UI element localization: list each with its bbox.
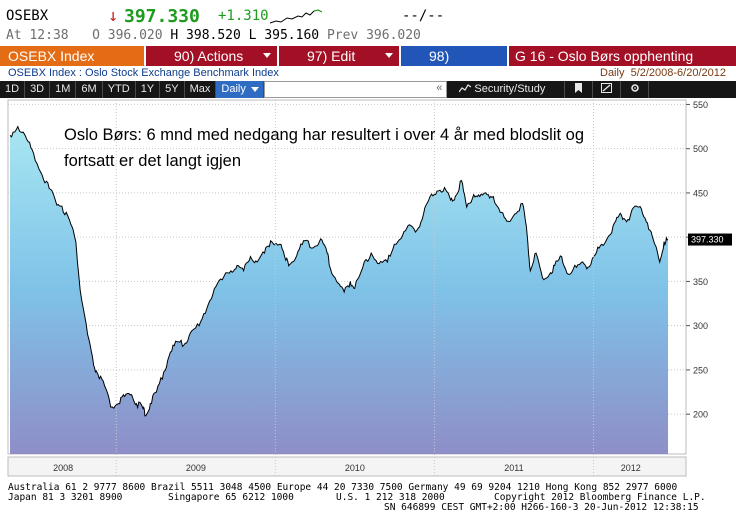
security-field[interactable]: OSEBX Index	[0, 46, 146, 66]
date-range: 5/2/2008-6/20/2012	[630, 67, 726, 79]
footer-copyright: Copyright 2012 Bloomberg Finance L.P.	[494, 492, 706, 503]
chart-annotation-line-2: fortsatt er det langt igjen	[64, 152, 241, 170]
actions-number: 90	[174, 48, 190, 64]
low-price: L 395.160	[248, 28, 320, 43]
price-line	[9, 125, 669, 417]
security-description: OSEBX Index : Oslo Stock Exchange Benchm…	[8, 67, 279, 79]
range-1m-button[interactable]: 1M	[50, 81, 77, 98]
bookmark-icon	[575, 83, 583, 93]
subheader: OSEBX Index : Oslo Stock Exchange Benchm…	[0, 66, 736, 80]
x-tick-label: 2009	[186, 463, 206, 473]
footer-singapore: Singapore 65 6212 1000	[168, 492, 294, 503]
range-5y-button[interactable]: 5Y	[160, 81, 185, 98]
edit-label: Edit	[331, 48, 356, 64]
actions-button[interactable]: 90) Actions	[146, 46, 279, 66]
edit-icon	[601, 83, 613, 93]
last-price: 397.330	[124, 6, 200, 27]
date-input[interactable]: «	[264, 81, 448, 98]
y-tick-label: 200	[693, 410, 708, 420]
quote-time: 12:38	[29, 28, 69, 43]
feedback-label: Feedback	[429, 64, 491, 80]
periodicity: Daily	[600, 67, 625, 79]
time-label: At	[6, 28, 22, 43]
footer-japan: Japan 81 3 3201 8900	[8, 492, 123, 503]
open-price: O 396.020	[92, 28, 163, 43]
command-bar: OSEBX Index 90) Actions 97) Edit 98) Fee…	[0, 46, 736, 80]
chevron-down-icon	[385, 53, 393, 58]
edit-chart-button[interactable]	[593, 81, 622, 98]
footer-contacts-line: Australia 61 2 9777 8600 Brazil 5511 304…	[8, 482, 678, 493]
last-value-label: 397.330	[691, 235, 724, 245]
footer-us: U.S. 1 212 318 2000	[336, 492, 445, 503]
bookmark-button[interactable]	[565, 81, 594, 98]
range-1y-button[interactable]: 1Y	[136, 81, 161, 98]
y-tick-label: 300	[693, 321, 708, 331]
chart-annotation-line-1: Oslo Børs: 6 mnd med nedgang har resulte…	[64, 126, 584, 144]
range-max-button[interactable]: Max	[185, 81, 217, 98]
prev-price: Prev 396.020	[326, 28, 421, 43]
sparkline-icon	[269, 9, 323, 24]
bid-ask: --/--	[402, 8, 445, 24]
y-tick-label: 450	[693, 188, 708, 198]
edit-button[interactable]: 97) Edit	[279, 46, 401, 66]
x-tick-label: 2012	[621, 463, 641, 473]
chevron-down-icon	[263, 53, 271, 58]
line-chart-icon	[458, 84, 472, 93]
gear-icon	[631, 84, 639, 92]
settings-button[interactable]	[621, 81, 650, 98]
x-tick-label: 2008	[53, 463, 73, 473]
quote-details: At 12:38 O 396.020 H 398.520 L 395.160 P…	[6, 28, 421, 43]
security-study-label: Security/Study	[474, 83, 546, 95]
chart-toolbar: 1D 3D 1M 6M YTD 1Y 5Y Max Daily « Securi…	[0, 81, 736, 98]
footer-session-info: SN 646899 CEST GMT+2:00 H266-160-3 20-Ju…	[384, 502, 699, 513]
x-tick-label: 2011	[504, 463, 523, 473]
range-3d-button[interactable]: 3D	[25, 81, 51, 98]
range-6m-button[interactable]: 6M	[76, 81, 103, 98]
footer: Australia 61 2 9777 8600 Brazil 5511 304…	[0, 481, 736, 527]
x-tick-label: 2010	[345, 463, 365, 473]
range-1d-button[interactable]: 1D	[0, 81, 26, 98]
quote-strip: OSEBX ↓ 397.330 +1.310 --/-- At 12:38 O …	[0, 0, 736, 46]
page-title: G 16 - Oslo Børs opphenting	[509, 46, 736, 66]
price-chart[interactable]: 200250300350400450500550 200820092010201…	[0, 98, 736, 481]
last-value-box	[688, 233, 732, 246]
edit-number: 97	[307, 48, 323, 64]
y-tick-label: 250	[693, 365, 708, 375]
net-change: +1.310	[218, 8, 269, 24]
high-price: H 398.520	[170, 28, 241, 43]
date-range-info: Daily 5/2/2008-6/20/2012	[600, 67, 726, 79]
price-area	[10, 126, 668, 454]
y-tick-label: 500	[693, 144, 708, 154]
range-ytd-button[interactable]: YTD	[103, 81, 136, 98]
y-tick-label: 550	[693, 100, 708, 110]
x-axis-band	[7, 456, 687, 477]
x-axis: 2008 2009 2010 2011 2012	[7, 100, 687, 477]
actions-label: Actions	[197, 48, 244, 64]
ticker-symbol: OSEBX	[6, 8, 49, 24]
feedback-button[interactable]: 98) Feedback	[401, 46, 509, 80]
frequency-dropdown[interactable]: Daily	[216, 81, 265, 98]
feedback-number: 98	[429, 48, 445, 64]
down-arrow-icon: ↓	[108, 6, 119, 26]
y-tick-label: 350	[693, 277, 708, 287]
security-study-button[interactable]: Security/Study	[453, 81, 566, 98]
